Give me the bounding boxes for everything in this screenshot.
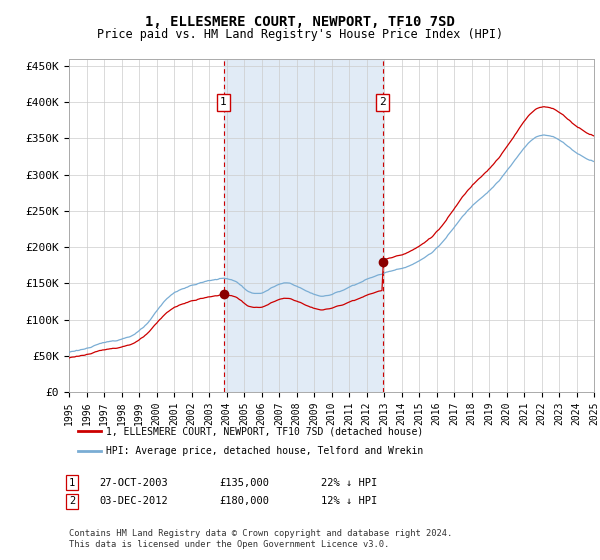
Text: Price paid vs. HM Land Registry's House Price Index (HPI): Price paid vs. HM Land Registry's House … (97, 28, 503, 41)
Text: £180,000: £180,000 (219, 496, 269, 506)
Text: 1, ELLESMERE COURT, NEWPORT, TF10 7SD (detached house): 1, ELLESMERE COURT, NEWPORT, TF10 7SD (d… (106, 426, 424, 436)
Text: 1, ELLESMERE COURT, NEWPORT, TF10 7SD: 1, ELLESMERE COURT, NEWPORT, TF10 7SD (145, 15, 455, 29)
Text: 27-OCT-2003: 27-OCT-2003 (99, 478, 168, 488)
Text: HPI: Average price, detached house, Telford and Wrekin: HPI: Average price, detached house, Telf… (106, 446, 424, 456)
Text: 12% ↓ HPI: 12% ↓ HPI (321, 496, 377, 506)
Text: 03-DEC-2012: 03-DEC-2012 (99, 496, 168, 506)
Text: 1: 1 (69, 478, 75, 488)
Text: 2: 2 (69, 496, 75, 506)
Text: 2: 2 (379, 97, 386, 108)
Text: £135,000: £135,000 (219, 478, 269, 488)
Bar (224, 59, 383, 392)
Text: 1: 1 (220, 97, 227, 108)
Text: 22% ↓ HPI: 22% ↓ HPI (321, 478, 377, 488)
Text: Contains HM Land Registry data © Crown copyright and database right 2024.
This d: Contains HM Land Registry data © Crown c… (69, 529, 452, 549)
